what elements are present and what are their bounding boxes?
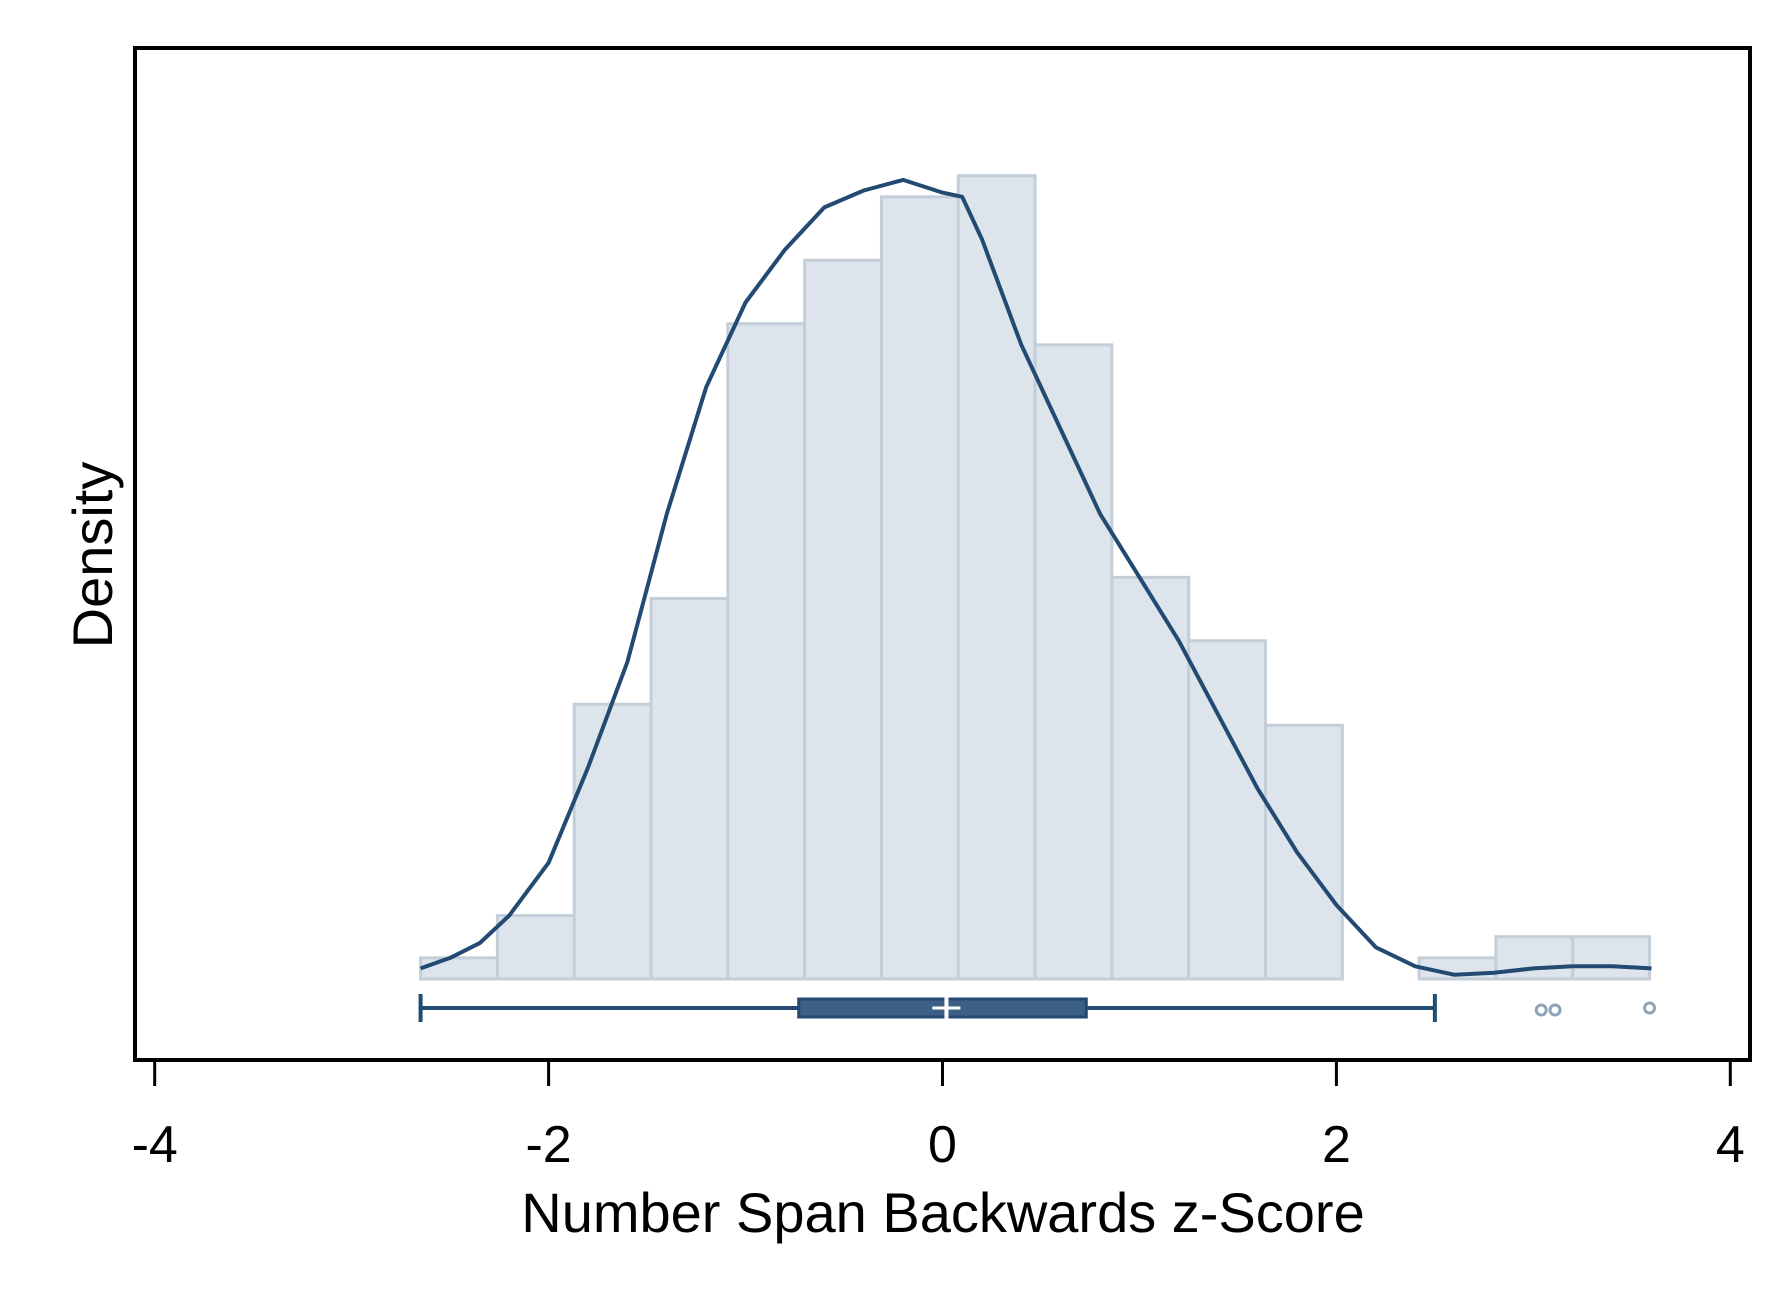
density-curve (419, 177, 1652, 977)
histogram-bar (419, 956, 499, 981)
histogram-bar (1110, 575, 1191, 981)
x-axis: -4 -2 0 2 4 (132, 1062, 1745, 1174)
x-tick-label: -2 (525, 1116, 571, 1174)
histogram-bar (1187, 639, 1267, 981)
density-curve-group (419, 177, 1652, 977)
histogram-bar (572, 702, 653, 981)
plot-frame (133, 46, 1752, 1062)
boxplot (418, 992, 1657, 1024)
histogram-bar (726, 322, 807, 981)
histogram-bar (803, 258, 883, 981)
x-axis-title: Number Span Backwards z-Score (521, 1181, 1364, 1244)
histogram-bar (1264, 723, 1344, 981)
x-tick-label: 4 (1716, 1116, 1745, 1174)
x-tick-label: 0 (928, 1116, 957, 1174)
boxplot-outlier (1534, 1003, 1548, 1017)
histogram-bar (495, 914, 576, 981)
boxplot-outlier (1548, 1003, 1562, 1017)
histogram-bar (1033, 343, 1114, 981)
histogram-bar (879, 195, 960, 981)
x-tick-label: -4 (132, 1116, 178, 1174)
histogram-bar (956, 174, 1037, 981)
boxplot-outlier (1643, 1001, 1657, 1015)
histogram-bar (1571, 935, 1652, 981)
histogram-bar (649, 596, 730, 981)
y-axis-title: Density (61, 462, 124, 649)
histogram-bars (419, 174, 1652, 981)
x-tick-label: 2 (1322, 1116, 1351, 1174)
